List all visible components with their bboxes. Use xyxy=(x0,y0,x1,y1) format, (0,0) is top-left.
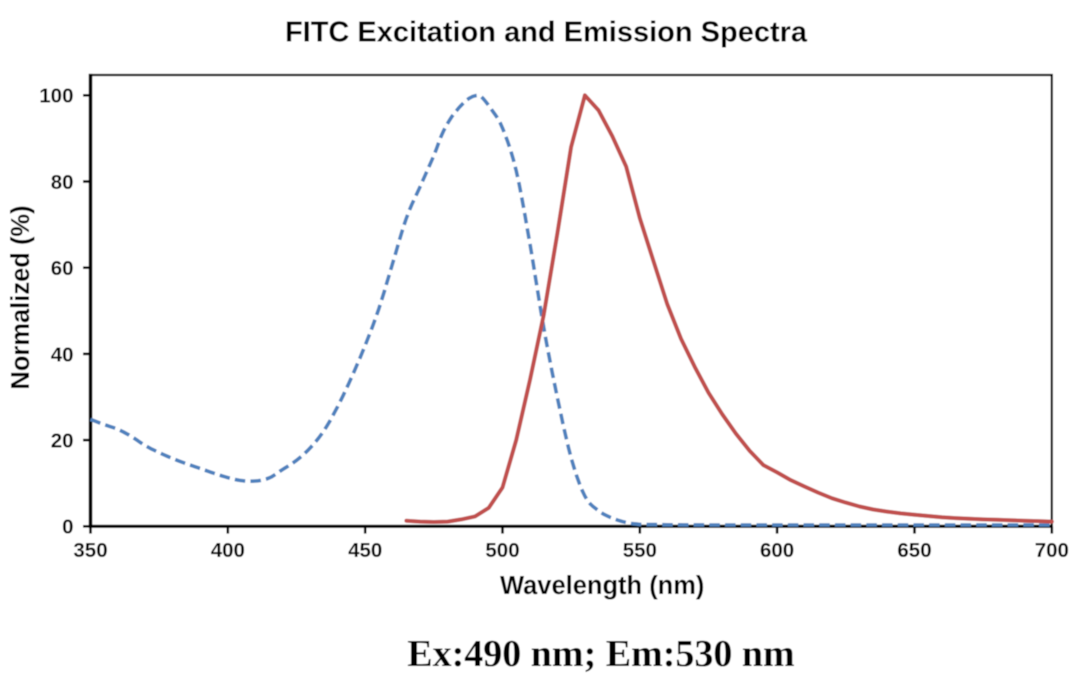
svg-text:450: 450 xyxy=(348,539,382,562)
svg-text:550: 550 xyxy=(623,539,657,562)
svg-text:Wavelength (nm): Wavelength (nm) xyxy=(500,572,704,600)
svg-text:Ex:490 nm; Em:530 nm: Ex:490 nm; Em:530 nm xyxy=(407,633,794,675)
svg-text:350: 350 xyxy=(73,539,107,562)
svg-text:80: 80 xyxy=(51,171,74,194)
svg-text:600: 600 xyxy=(760,539,794,562)
svg-text:40: 40 xyxy=(51,343,74,366)
svg-text:100: 100 xyxy=(39,85,73,108)
svg-text:Normalized (%): Normalized (%) xyxy=(7,205,35,389)
svg-text:400: 400 xyxy=(211,539,245,562)
svg-text:700: 700 xyxy=(1035,539,1069,562)
svg-text:0: 0 xyxy=(62,516,73,539)
svg-text:500: 500 xyxy=(485,539,519,562)
svg-text:60: 60 xyxy=(51,257,74,280)
svg-text:FITC Excitation and Emission S: FITC Excitation and Emission Spectra xyxy=(285,17,808,49)
svg-text:20: 20 xyxy=(51,430,74,453)
svg-text:650: 650 xyxy=(897,539,931,562)
